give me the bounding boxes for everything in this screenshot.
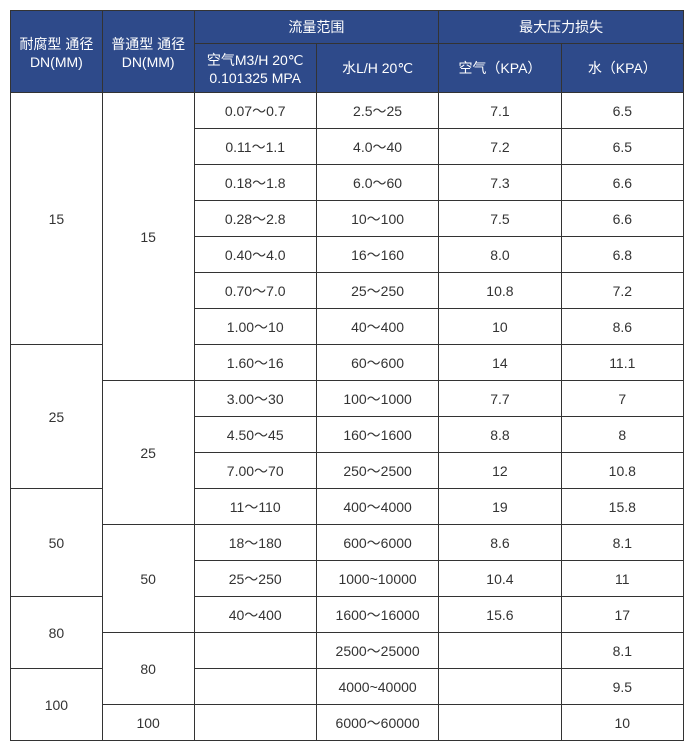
cell-c1: 15	[11, 93, 103, 345]
cell-c3: 25～250	[194, 561, 316, 597]
cell-c6: 17	[561, 597, 683, 633]
cell-c6: 7.2	[561, 273, 683, 309]
cell-c5: 8.0	[439, 237, 561, 273]
cell-c5: 8.6	[439, 525, 561, 561]
cell-c6: 8.1	[561, 525, 683, 561]
cell-c5: 7.5	[439, 201, 561, 237]
cell-c3: 18～180	[194, 525, 316, 561]
cell-c5: 14	[439, 345, 561, 381]
cell-c4: 40～400	[316, 309, 438, 345]
cell-c5: 7.2	[439, 129, 561, 165]
cell-c4: 160～1600	[316, 417, 438, 453]
cell-c5: 12	[439, 453, 561, 489]
cell-c3: 0.70～7.0	[194, 273, 316, 309]
table-row: 100 6000～60000 10	[11, 705, 684, 741]
cell-c3: 0.18～1.8	[194, 165, 316, 201]
table-header: 耐腐型 通径 DN(MM) 普通型 通径 DN(MM) 流量范围 最大压力损失 …	[11, 11, 684, 93]
cell-c3: 0.28～2.8	[194, 201, 316, 237]
header-water-kpa: 水（KPA）	[561, 44, 683, 93]
cell-c5	[439, 669, 561, 705]
cell-c4: 100～1000	[316, 381, 438, 417]
cell-c4: 6000～60000	[316, 705, 438, 741]
cell-c6: 10.8	[561, 453, 683, 489]
cell-c3: 7.00～70	[194, 453, 316, 489]
cell-c1: 50	[11, 489, 103, 597]
cell-c6: 6.5	[561, 129, 683, 165]
cell-c3: 0.11～1.1	[194, 129, 316, 165]
cell-c1: 100	[11, 669, 103, 741]
table-row: 80 2500～25000 8.1	[11, 633, 684, 669]
header-max-loss: 最大压力损失	[439, 11, 684, 44]
cell-c6: 6.5	[561, 93, 683, 129]
cell-c3: 1.60～16	[194, 345, 316, 381]
cell-c4: 25～250	[316, 273, 438, 309]
cell-c2: 50	[102, 525, 194, 633]
cell-c5: 7.3	[439, 165, 561, 201]
header-water-l: 水L/H 20℃	[316, 44, 438, 93]
cell-c3: 0.40～4.0	[194, 237, 316, 273]
cell-c3: 11～110	[194, 489, 316, 525]
cell-c5	[439, 705, 561, 741]
cell-c1: 25	[11, 345, 103, 489]
cell-c6: 11.1	[561, 345, 683, 381]
cell-c3: 3.00～30	[194, 381, 316, 417]
cell-c4: 1000~10000	[316, 561, 438, 597]
header-corrosion-dn: 耐腐型 通径 DN(MM)	[11, 11, 103, 93]
cell-c6: 15.8	[561, 489, 683, 525]
cell-c2: 80	[102, 633, 194, 705]
cell-c4: 250～2500	[316, 453, 438, 489]
cell-c3: 4.50～45	[194, 417, 316, 453]
cell-c3: 1.00～10	[194, 309, 316, 345]
table-body: 15 15 0.07～0.7 2.5～25 7.1 6.5 0.11～1.1 4…	[11, 93, 684, 741]
cell-c3: 0.07～0.7	[194, 93, 316, 129]
cell-c3	[194, 633, 316, 669]
cell-c6: 9.5	[561, 669, 683, 705]
cell-c4: 400～4000	[316, 489, 438, 525]
table-row: 50 18～180 600～6000 8.6 8.1	[11, 525, 684, 561]
cell-c4: 4.0～40	[316, 129, 438, 165]
cell-c1: 80	[11, 597, 103, 669]
cell-c6: 6.8	[561, 237, 683, 273]
header-air-kpa: 空气（KPA）	[439, 44, 561, 93]
cell-c5	[439, 633, 561, 669]
cell-c6: 6.6	[561, 165, 683, 201]
header-flow-range: 流量范围	[194, 11, 439, 44]
cell-c4: 60～600	[316, 345, 438, 381]
cell-c5: 10	[439, 309, 561, 345]
table-row: 15 15 0.07～0.7 2.5～25 7.1 6.5	[11, 93, 684, 129]
table-row: 25 3.00～30 100～1000 7.7 7	[11, 381, 684, 417]
cell-c5: 8.8	[439, 417, 561, 453]
cell-c2: 25	[102, 381, 194, 525]
cell-c5: 19	[439, 489, 561, 525]
cell-c4: 600～6000	[316, 525, 438, 561]
cell-c2: 15	[102, 93, 194, 381]
cell-c6: 8.6	[561, 309, 683, 345]
cell-c3	[194, 669, 316, 705]
header-normal-dn: 普通型 通径 DN(MM)	[102, 11, 194, 93]
cell-c4: 6.0～60	[316, 165, 438, 201]
cell-c5: 10.4	[439, 561, 561, 597]
cell-c3	[194, 705, 316, 741]
cell-c6: 8	[561, 417, 683, 453]
cell-c4: 10～100	[316, 201, 438, 237]
cell-c6: 10	[561, 705, 683, 741]
cell-c6: 11	[561, 561, 683, 597]
cell-c6: 8.1	[561, 633, 683, 669]
cell-c3: 40～400	[194, 597, 316, 633]
cell-c6: 6.6	[561, 201, 683, 237]
header-air-m3: 空气M3/H 20℃ 0.101325 MPA	[194, 44, 316, 93]
cell-c2: 100	[102, 705, 194, 741]
cell-c5: 10.8	[439, 273, 561, 309]
cell-c5: 15.6	[439, 597, 561, 633]
cell-c6: 7	[561, 381, 683, 417]
cell-c4: 1600～16000	[316, 597, 438, 633]
spec-table: 耐腐型 通径 DN(MM) 普通型 通径 DN(MM) 流量范围 最大压力损失 …	[10, 10, 684, 741]
cell-c4: 2500～25000	[316, 633, 438, 669]
cell-c5: 7.1	[439, 93, 561, 129]
cell-c4: 2.5～25	[316, 93, 438, 129]
cell-c4: 16～160	[316, 237, 438, 273]
cell-c4: 4000~40000	[316, 669, 438, 705]
cell-c5: 7.7	[439, 381, 561, 417]
